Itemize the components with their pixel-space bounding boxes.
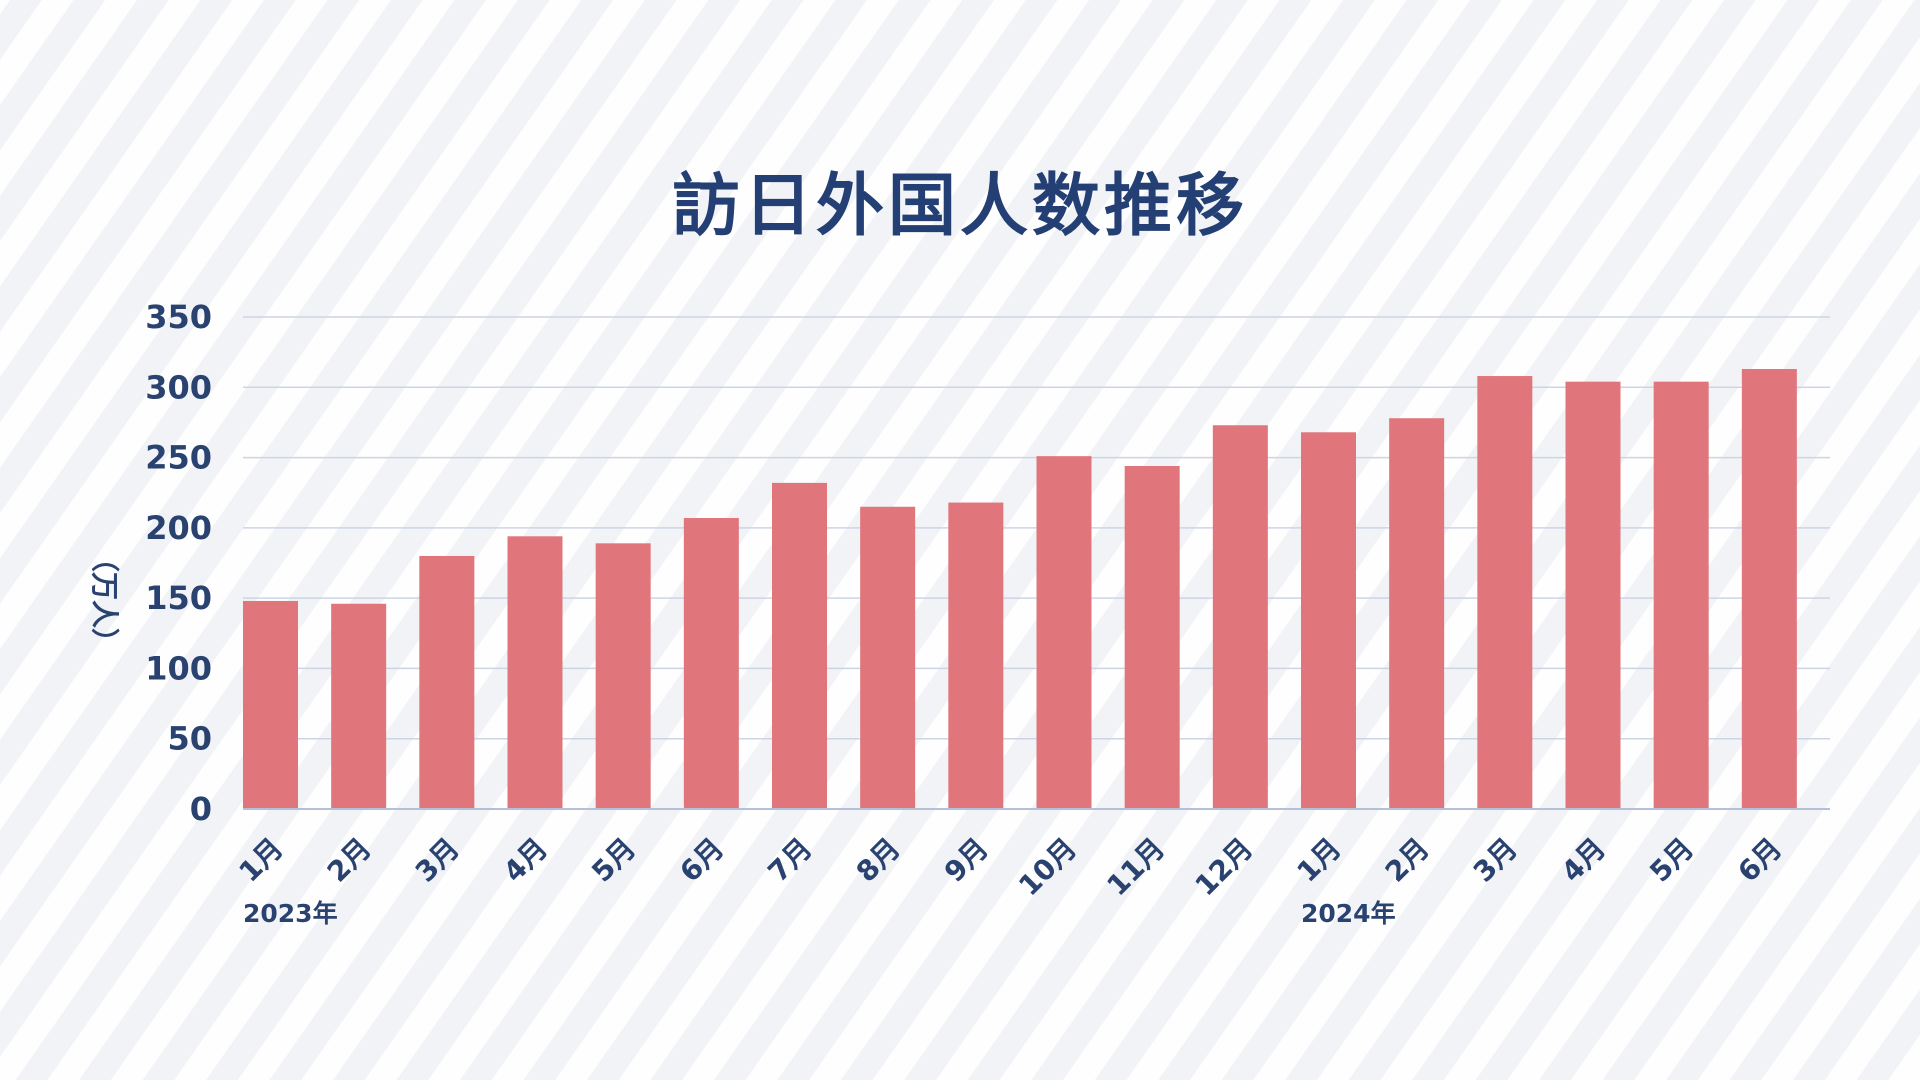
x-tick-label: 1月 — [1291, 832, 1348, 889]
bar — [683, 518, 739, 809]
x-tick-label: 4月 — [497, 832, 554, 889]
x-tick-label: 10月 — [1012, 832, 1083, 903]
y-tick-label: 100 — [145, 649, 212, 687]
bar — [772, 482, 827, 809]
bar — [243, 600, 298, 809]
x-tick-label: 7月 — [762, 832, 819, 889]
bar — [1565, 381, 1621, 809]
bar — [1301, 432, 1356, 809]
y-tick-label: 200 — [145, 509, 212, 547]
x-tick-label: 3月 — [1467, 832, 1524, 889]
y-tick-label: 150 — [145, 579, 212, 617]
x-tick-label: 5月 — [585, 832, 642, 889]
bar — [507, 536, 563, 809]
x-tick-label: 4月 — [1555, 832, 1612, 889]
bar — [1036, 456, 1092, 809]
x-tick-label: 8月 — [850, 832, 907, 889]
x-tick-label: 1月 — [233, 832, 290, 889]
x-tick-label: 12月 — [1189, 832, 1260, 903]
chart-title: 訪日外国人数推移 — [671, 167, 1248, 246]
y-tick-label: 250 — [145, 439, 212, 477]
x-tick-label: 3月 — [409, 832, 466, 889]
bar — [331, 603, 387, 809]
bar — [1741, 369, 1797, 809]
x-tick-label: 2月 — [321, 832, 378, 889]
x-tick-label: 6月 — [1731, 832, 1788, 889]
y-tick-label: 50 — [167, 720, 212, 758]
x-tick-label: 6月 — [673, 832, 730, 889]
bar — [948, 502, 1004, 809]
bar — [1653, 381, 1709, 809]
bar — [1124, 466, 1180, 809]
bar — [595, 543, 651, 809]
bar — [1477, 376, 1533, 809]
bar — [1389, 418, 1445, 809]
x-axis-ticks: 1月 2月 3月 4月 5月 6月 7月 8月 9月 10月 11月 12月 1月 2月 3月 4月 5月 6月 — [233, 832, 1789, 903]
year-label: 2023年 — [243, 899, 338, 928]
y-axis-ticks: 0 50 100 150 200 250 300 350 — [145, 298, 212, 828]
year-labels: 2023年 2024年 — [243, 899, 1396, 928]
y-axis-label: （万人） — [88, 544, 121, 656]
x-tick-label: 11月 — [1100, 832, 1171, 903]
bar — [1212, 425, 1268, 809]
y-tick-label: 0 — [190, 790, 212, 828]
bar — [419, 555, 475, 809]
x-tick-label: 9月 — [938, 832, 995, 889]
x-tick-label: 5月 — [1643, 832, 1700, 889]
bars — [243, 369, 1797, 809]
year-label: 2024年 — [1301, 899, 1396, 928]
bar — [860, 506, 916, 809]
y-tick-label: 350 — [145, 298, 212, 336]
x-tick-label: 2月 — [1379, 832, 1436, 889]
y-tick-label: 300 — [145, 368, 212, 406]
